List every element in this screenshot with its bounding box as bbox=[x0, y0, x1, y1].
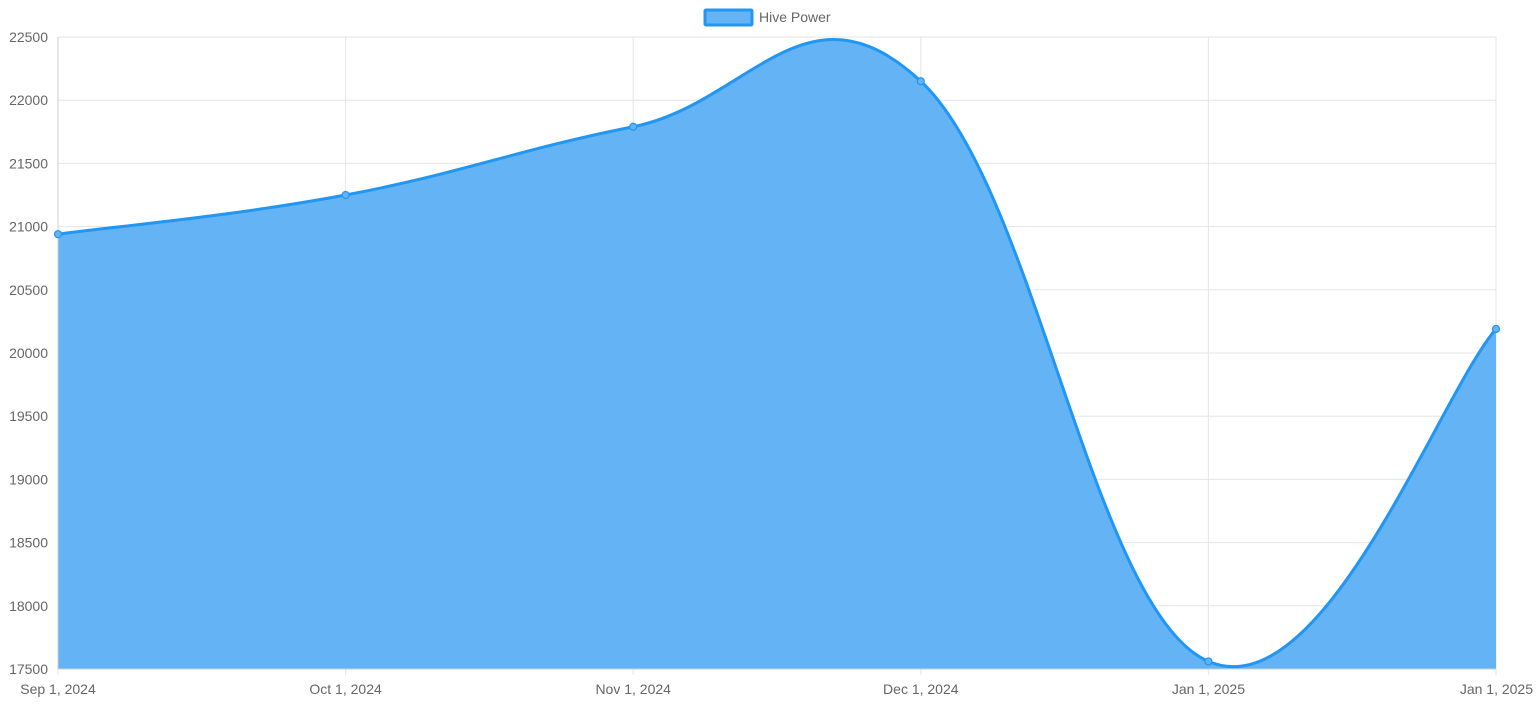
axes bbox=[57, 37, 1496, 670]
y-axis-ticks: 22500 22000 21500 21000 20500 20000 19500 19000… bbox=[9, 29, 48, 677]
x-tick-label: Jan 1, 2025 bbox=[1460, 681, 1533, 697]
data-point[interactable] bbox=[53, 230, 63, 239]
x-tick-label: Jan 1, 2025 bbox=[1172, 681, 1245, 697]
series-area bbox=[56, 38, 1498, 669]
x-tick-label: Nov 1, 2024 bbox=[595, 681, 671, 697]
y-tick-label: 19000 bbox=[9, 471, 48, 487]
y-tick-label: 20000 bbox=[9, 345, 48, 361]
legend-swatch[interactable] bbox=[703, 8, 754, 27]
legend[interactable]: Hive Power bbox=[703, 8, 831, 27]
y-tick-label: 21000 bbox=[9, 219, 48, 235]
legend-label[interactable]: Hive Power bbox=[759, 9, 831, 25]
data-point[interactable] bbox=[1491, 324, 1501, 334]
x-tick-label: Dec 1, 2024 bbox=[883, 681, 959, 697]
y-tick-label: 22500 bbox=[9, 29, 48, 45]
x-axis-ticks: Sep 1, 2024 Oct 1, 2024 Nov 1, 2024 Dec 1, … bbox=[20, 681, 1533, 697]
y-tick-label: 22000 bbox=[9, 92, 48, 108]
data-point[interactable] bbox=[629, 122, 638, 131]
series-area-fill bbox=[58, 39, 1496, 669]
y-tick-label: 18000 bbox=[9, 598, 48, 614]
x-tick-label: Sep 1, 2024 bbox=[20, 681, 96, 697]
y-tick-label: 18500 bbox=[9, 535, 48, 551]
y-tick-label: 17500 bbox=[9, 661, 48, 677]
y-tick-label: 20500 bbox=[9, 282, 48, 298]
x-tick-label: Oct 1, 2024 bbox=[309, 681, 382, 697]
y-tick-label: 21500 bbox=[9, 155, 48, 171]
y-tick-label: 19500 bbox=[9, 408, 48, 424]
data-point[interactable] bbox=[1204, 657, 1213, 666]
data-point[interactable] bbox=[341, 190, 350, 200]
data-point[interactable] bbox=[916, 77, 925, 86]
data-points bbox=[53, 77, 1501, 666]
